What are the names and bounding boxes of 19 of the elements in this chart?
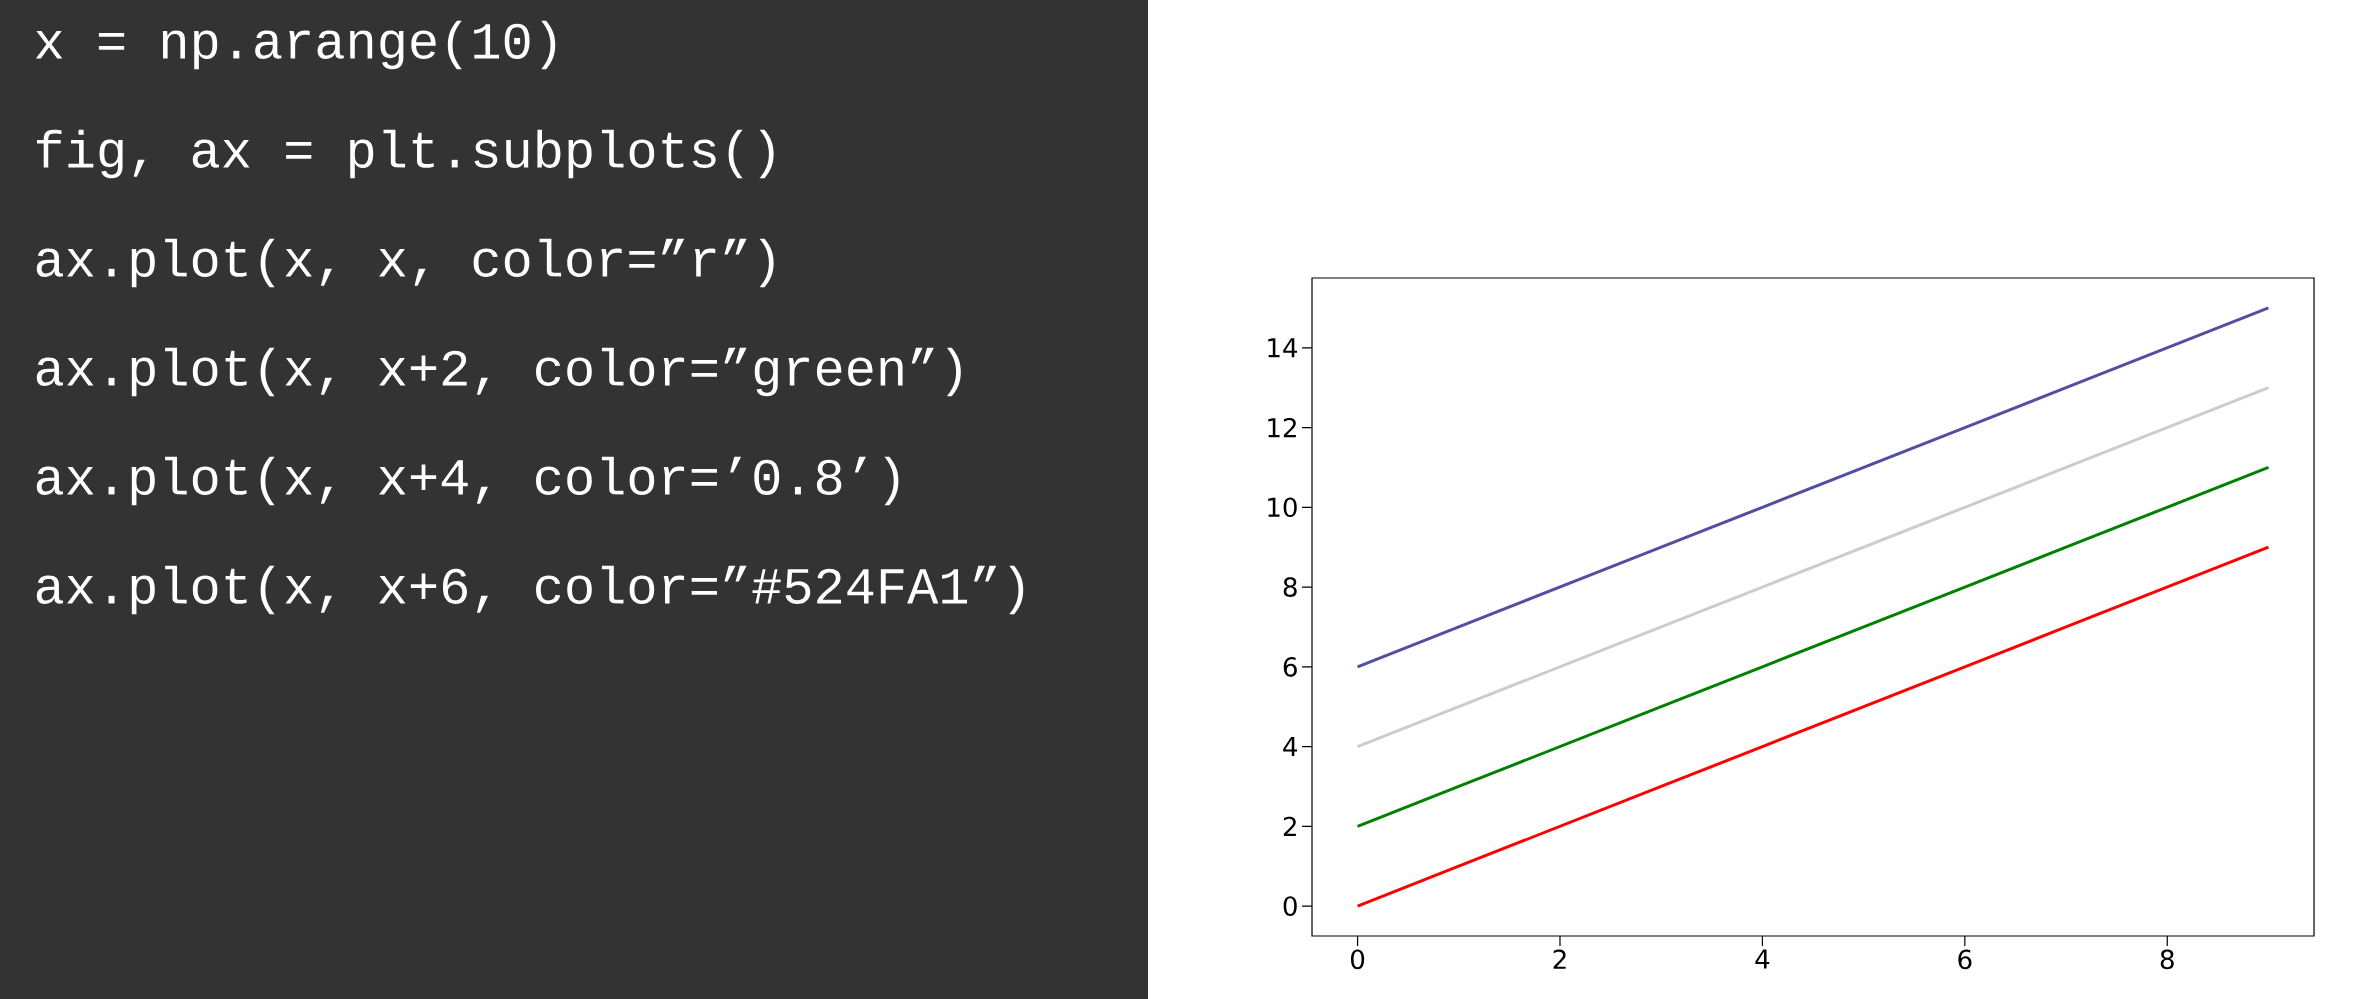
y-tick-label: 8 — [1283, 577, 1297, 597]
x-tick-label: 6 — [1958, 949, 1972, 970]
text: ax.plot(x, x+2, color=”green”) — [36, 347, 961, 397]
y-tick-label: 2 — [1283, 816, 1296, 836]
y-tick-label: 10 — [1268, 497, 1297, 518]
text: ax.plot(x, x+6, color=”#524FA1”) — [36, 565, 1024, 615]
y-tick-label: 0 — [1283, 896, 1297, 916]
x-tick-label: 0 — [1351, 949, 1365, 970]
x-tick-label: 2 — [1553, 949, 1566, 969]
text: ax.plot(x, x, color=”r”) — [36, 238, 774, 288]
y-tick-label: 12 — [1268, 417, 1296, 438]
x-tick-label: 8 — [2160, 949, 2174, 970]
x-tick-label: 4 — [1755, 949, 1770, 969]
y-tick-label: 6 — [1283, 656, 1297, 677]
y-tick-label: 4 — [1283, 737, 1298, 757]
text: fig, ax = plt.subplots() — [37, 129, 774, 179]
text: x = np.arange(10) — [35, 20, 556, 70]
y-tick-label: 14 — [1268, 338, 1298, 358]
text: ax.plot(x, x+4, color=’0.8’) — [36, 456, 899, 506]
